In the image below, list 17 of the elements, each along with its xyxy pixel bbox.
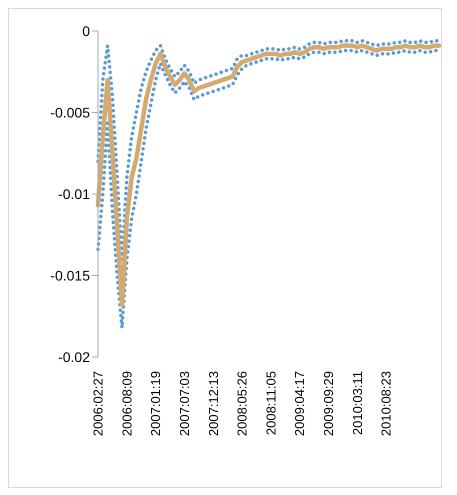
x-tick-label: 2006:02:27 [90,371,106,436]
y-tick-label: 0 [82,22,90,39]
y-tick-label: -0.01 [58,186,90,202]
x-tick-label: 2010:08:23 [378,371,394,436]
x-tick-label: 2009:09:29 [321,371,336,436]
x-tick-label: 2006:08:09 [119,371,134,436]
x-tick-label: 2008:11:05 [263,371,278,436]
x-tick-label: 2009:04:17 [292,371,308,436]
x-tick-label: 2007:01:19 [148,371,164,436]
x-tick-label: 2007:12:13 [206,371,221,436]
y-tick-label: -0.02 [58,348,90,365]
y-tick-label: -0.005 [50,104,90,120]
x-tick-label: 2008:05:26 [234,371,250,436]
line-series [96,39,441,261]
y-tick-label: -0.015 [50,267,90,284]
x-tick-label: 2010:03:11 [350,371,365,436]
x-tick-label: 2007:07:03 [176,371,192,436]
